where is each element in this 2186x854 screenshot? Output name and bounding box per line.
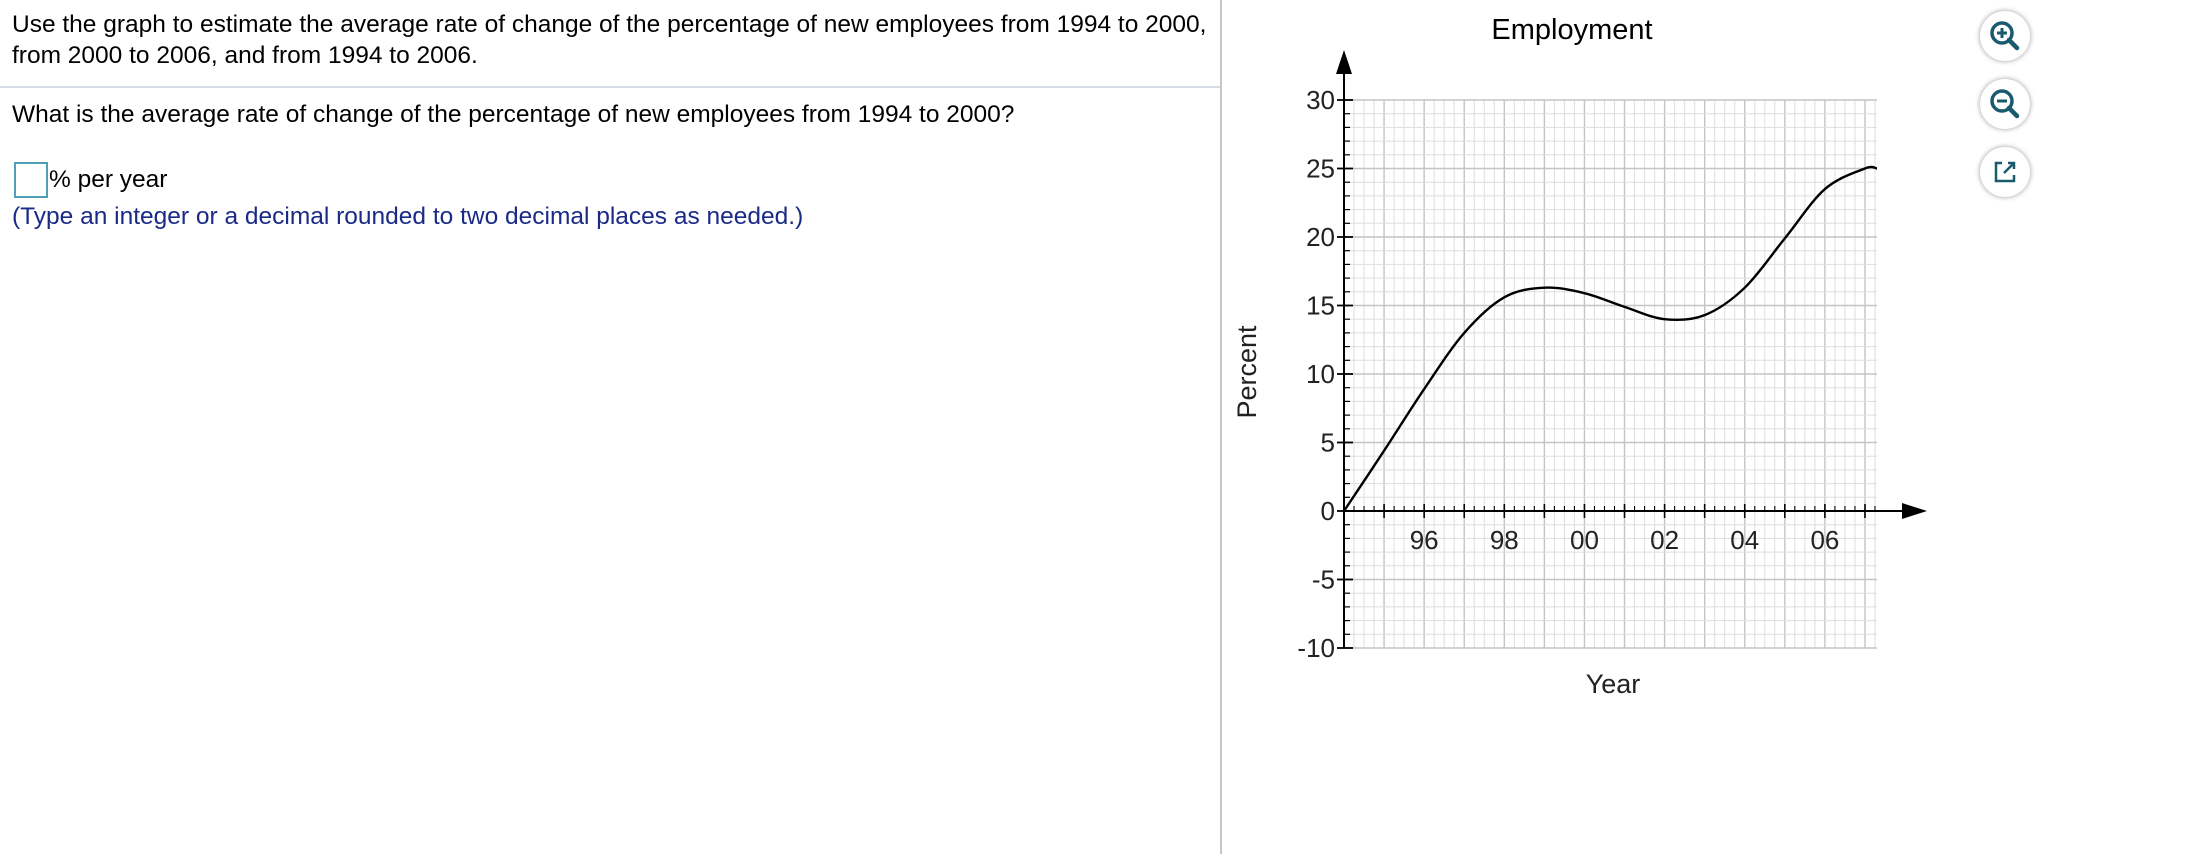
external-window-icon [1994,161,2016,183]
x-tick-label: 04 [1730,525,1759,555]
answer-input[interactable] [14,162,48,198]
y-tick-label: 20 [1306,222,1335,252]
y-tick-label: 5 [1321,428,1335,458]
question-separator [0,86,1220,88]
y-tick-label: -10 [1297,633,1335,663]
y-tick-label: 0 [1321,496,1335,526]
x-axis-label: Year [1586,669,1641,699]
y-axis-label: Percent [1232,325,1262,419]
question-instructions: Use the graph to estimate the average ra… [12,11,1207,69]
question-prompt: What is the average rate of change of th… [12,101,1015,128]
popout-button[interactable] [1980,147,2030,197]
answer-unit-label: % per year [49,166,168,193]
pane-divider[interactable] [1220,0,1222,854]
y-tick-label: 25 [1306,154,1335,184]
y-tick-label: -5 [1312,565,1335,595]
x-tick-label: 98 [1490,525,1519,555]
y-tick-label: 15 [1306,291,1335,321]
answer-format-hint: (Type an integer or a decimal rounded to… [12,203,804,230]
zoom-out-icon [1990,89,2020,119]
x-tick-label: 06 [1810,525,1839,555]
x-tick-label: 02 [1650,525,1679,555]
x-tick-label: 96 [1410,525,1439,555]
zoom-out-button[interactable] [1980,79,2030,129]
x-tick-label: 00 [1570,525,1599,555]
y-axis-arrow [1336,50,1352,74]
zoom-in-button[interactable] [1980,11,2030,61]
employment-series-line [1343,165,1878,512]
y-tick-label: 10 [1306,359,1335,389]
x-axis-arrow [1902,503,1927,519]
zoom-in-icon [1990,21,2020,51]
question-pane: Use the graph to estimate the average ra… [0,11,1220,230]
employment-chart: -10 -5 0 5 10 15 20 25 30 96 98 00 02 04 06 Employment… [1232,14,1927,699]
answer-row: % per year [14,162,167,198]
chart-title: Employment [1491,14,1652,46]
y-tick-label: 30 [1306,85,1335,115]
